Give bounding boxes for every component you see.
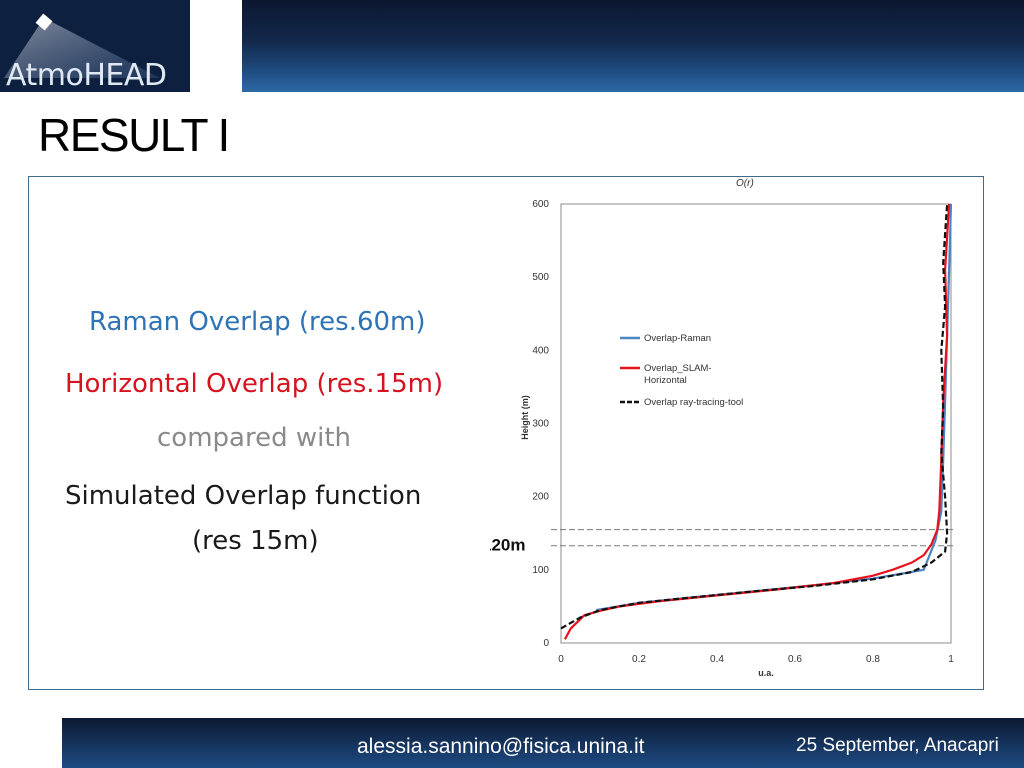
y-tick-label: 600 bbox=[532, 199, 549, 210]
raman-overlap-label: Raman Overlap bbox=[89, 307, 291, 337]
horizontal-overlap-label: Horizontal Overlap bbox=[65, 369, 309, 399]
y-tick-label: 400 bbox=[532, 345, 549, 356]
y-tick-label: 500 bbox=[532, 272, 549, 283]
horizontal-resolution: (res.15m) bbox=[316, 369, 444, 399]
horizontal-overlap-line: Horizontal Overlap (res.15m) bbox=[65, 369, 443, 399]
chart-title: O(r) bbox=[736, 178, 754, 189]
content-frame bbox=[28, 176, 984, 690]
legend-label: Overlap ray-tracing-tool bbox=[644, 397, 743, 408]
x-tick-label: 0.6 bbox=[788, 654, 802, 665]
y-tick-label: 300 bbox=[532, 419, 549, 430]
footer-bar bbox=[62, 718, 1024, 768]
x-tick-label: 0.8 bbox=[866, 654, 880, 665]
footer-email: alessia.sannino@fisica.unina.it bbox=[357, 735, 645, 758]
y-tick-label: 100 bbox=[532, 565, 549, 576]
simulated-resolution: (res 15m) bbox=[192, 526, 319, 556]
compared-with-text: compared with bbox=[157, 423, 352, 453]
legend-label: Overlap-Raman bbox=[644, 333, 711, 344]
logo-mirror-graphic bbox=[4, 13, 160, 78]
raman-overlap-line: Raman Overlap (res.60m) bbox=[89, 307, 426, 337]
header-spacer bbox=[190, 0, 242, 92]
x-tick-label: 0.2 bbox=[632, 654, 646, 665]
atmohead-logo: AtmoHEAD bbox=[0, 0, 190, 92]
plot-area bbox=[560, 203, 952, 644]
overlap-chart: O(r) 0 100 200 300 400 500 600 0 0.2 0.4 0.6 0.8 1 u.a… bbox=[490, 178, 955, 678]
height-annotation: 120m bbox=[490, 536, 525, 555]
raman-resolution: (res.60m) bbox=[298, 307, 426, 337]
x-tick-label: 0 bbox=[558, 654, 564, 665]
y-tick-label: 200 bbox=[532, 492, 549, 503]
logo-text: AtmoHEAD bbox=[6, 58, 167, 92]
legend-label: Overlap_SLAM-Horizontal bbox=[644, 363, 712, 386]
footer-date: 25 September, Anacapri bbox=[796, 735, 999, 756]
x-axis-label: u.a. bbox=[758, 668, 774, 678]
y-tick-label: 0 bbox=[543, 638, 549, 649]
slide-title: RESULT I bbox=[38, 109, 230, 161]
x-tick-label: 1 bbox=[948, 654, 954, 665]
simulated-overlap-text: Simulated Overlap function bbox=[65, 481, 422, 511]
x-tick-label: 0.4 bbox=[710, 654, 724, 665]
series-line-3 bbox=[560, 203, 949, 630]
y-axis-label: Height (m) bbox=[520, 395, 530, 440]
